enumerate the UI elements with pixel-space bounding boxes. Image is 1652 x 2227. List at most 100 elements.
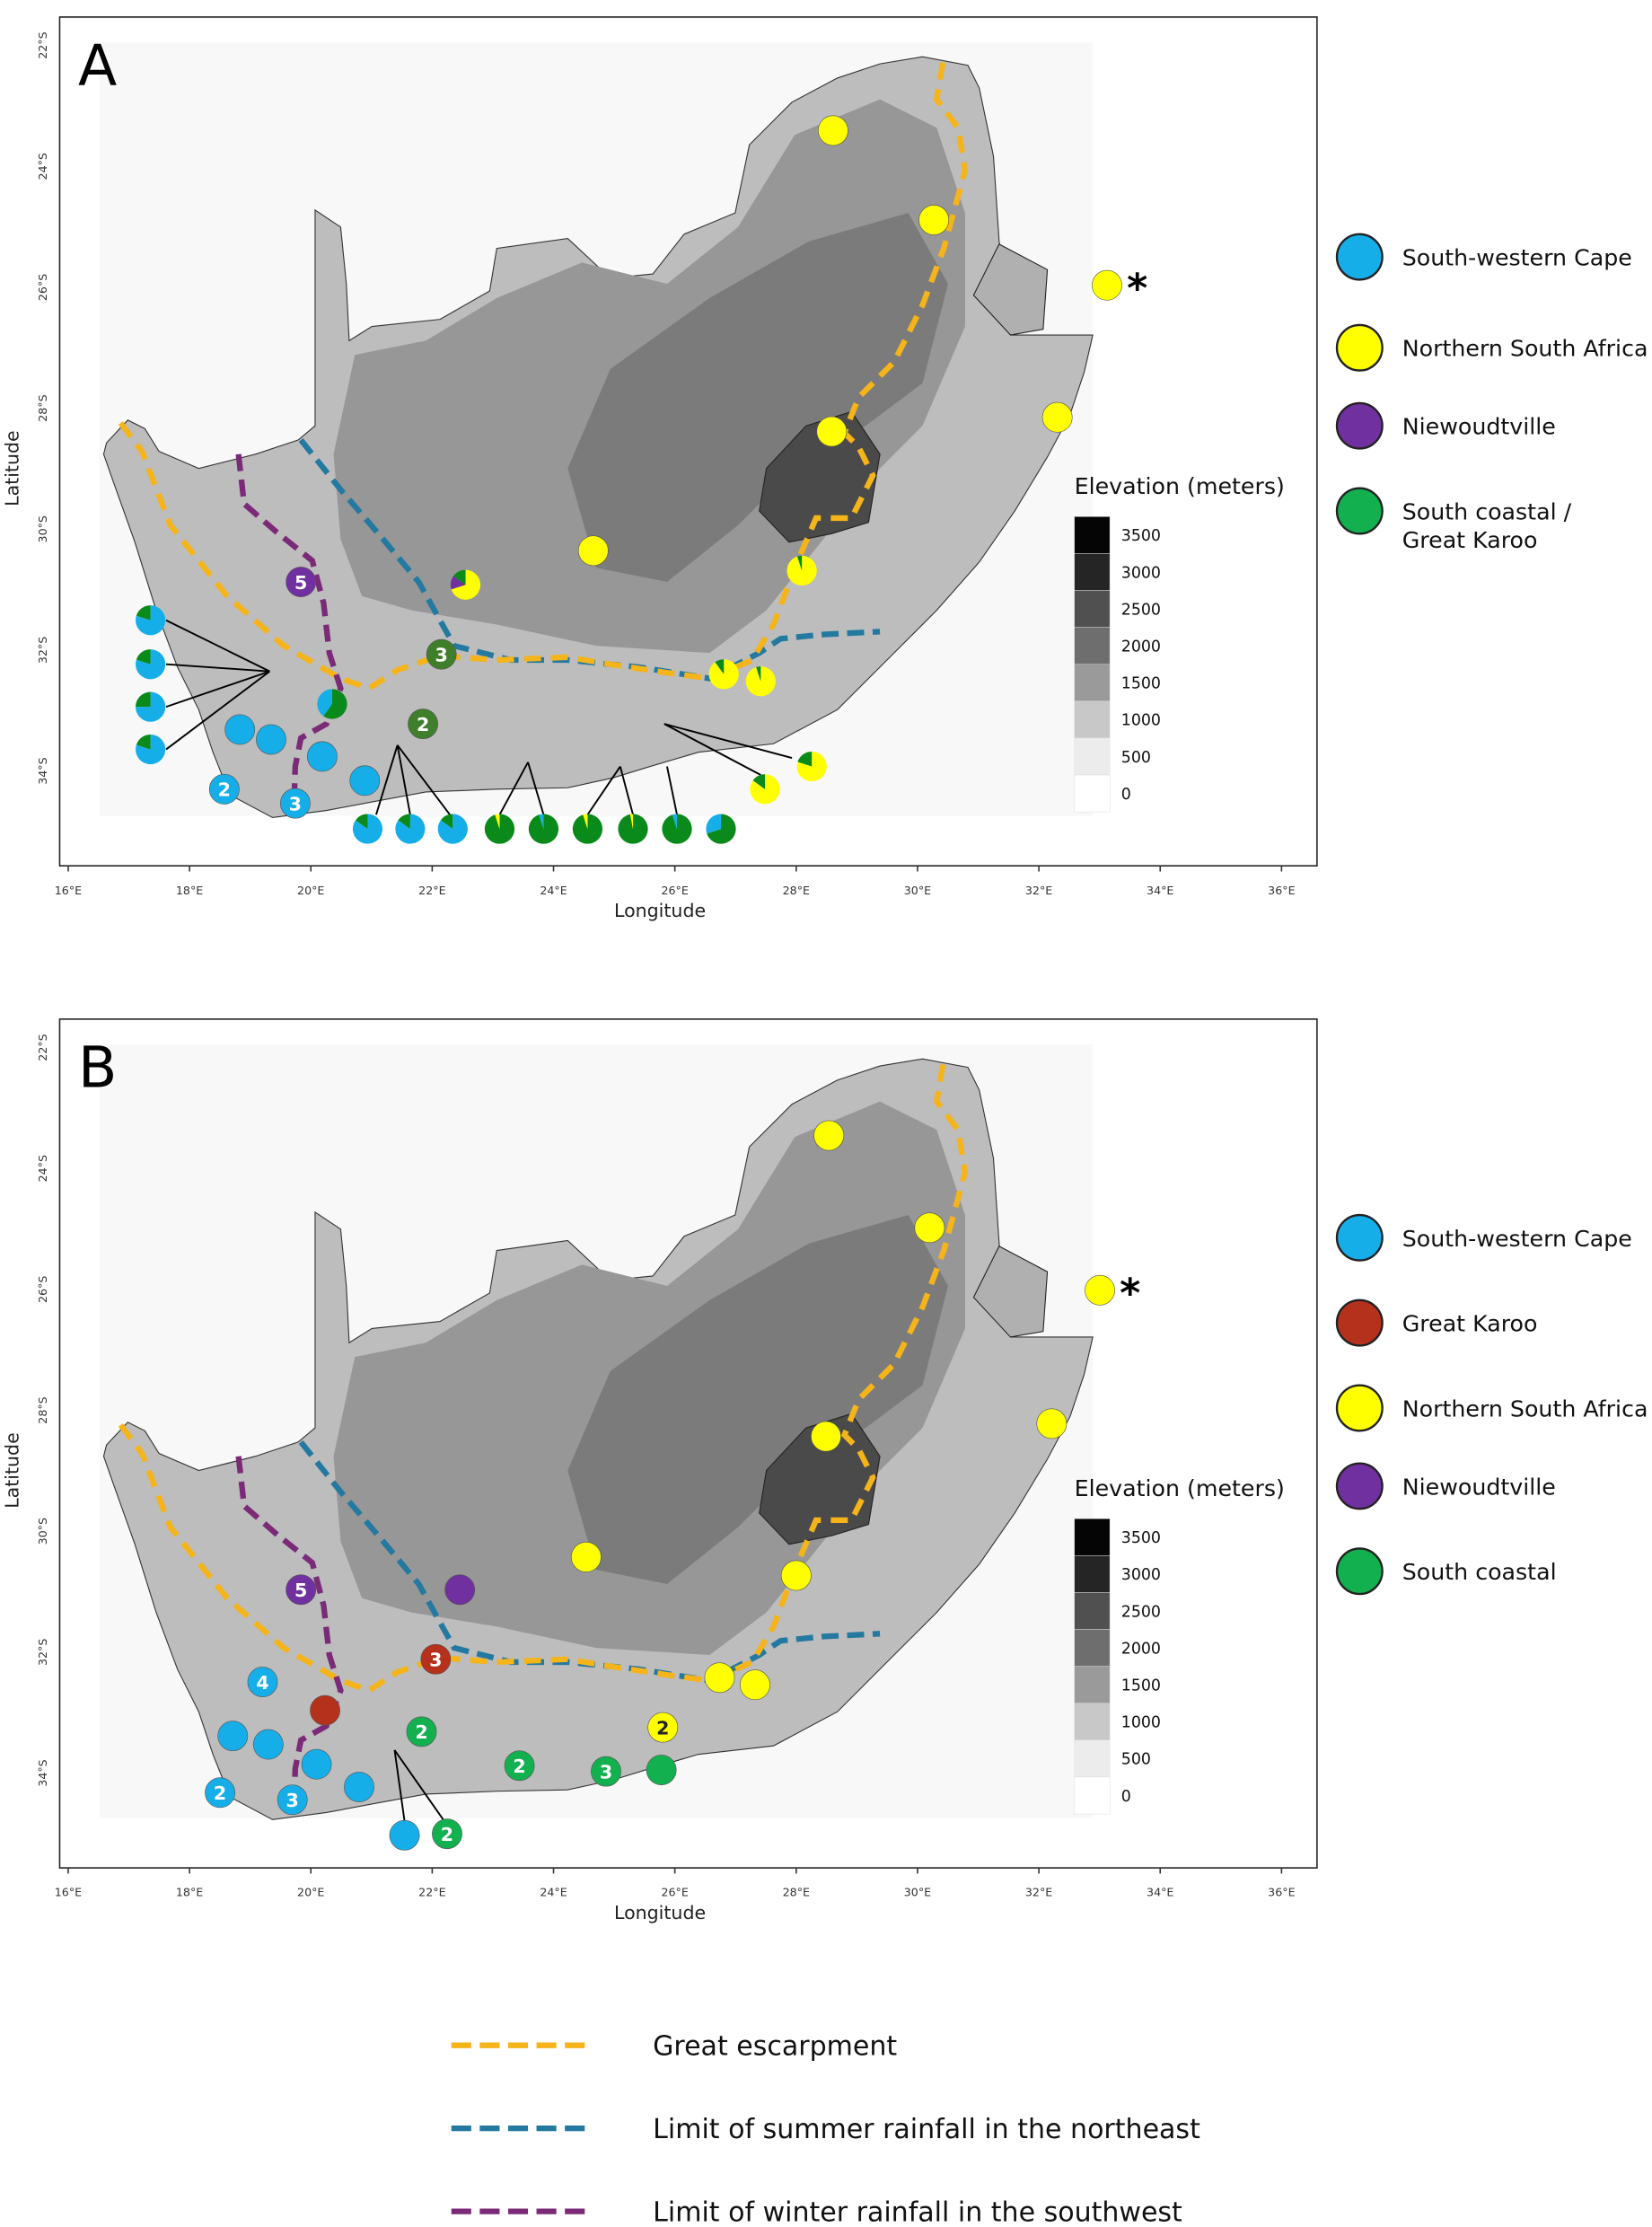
pie-site-marker — [745, 666, 776, 697]
legend-label: South-western Cape — [1402, 245, 1632, 271]
asterisk-marker: * — [1120, 1272, 1140, 1317]
pie-site-marker: 2 — [208, 773, 240, 805]
x-tick-label: 22°E — [418, 884, 445, 897]
site-circle — [286, 1574, 317, 1606]
legend-label: South coastal — [1402, 1559, 1557, 1585]
site-count-label: 2 — [218, 779, 231, 801]
elevation-swatch — [1074, 737, 1111, 776]
pie-site-marker — [704, 1662, 735, 1694]
pie-site-marker — [918, 205, 950, 235]
site-count-label: 2 — [513, 1756, 525, 1777]
pie-slice-swc — [539, 814, 544, 830]
pie-site-marker — [301, 1748, 332, 1780]
elevation-swatch — [1074, 1518, 1111, 1556]
pie-slice-sc — [797, 751, 813, 767]
pie-slice-niew — [450, 576, 466, 590]
site-circle — [349, 765, 381, 797]
elevation-swatch — [1074, 1776, 1111, 1815]
elevation-level-label: 2000 — [1121, 1640, 1161, 1658]
pie-slice-sc — [756, 666, 761, 682]
pie-slice-swc — [395, 814, 426, 844]
pie-slice-swc — [672, 814, 678, 830]
leader-line — [165, 619, 270, 673]
elevation-swatch — [1074, 700, 1111, 739]
pie-site-marker — [395, 814, 426, 844]
pie-site-marker — [796, 751, 827, 782]
pie-slice-swc — [437, 814, 468, 844]
x-axis-label: Longitude — [614, 900, 706, 921]
site-circle — [224, 714, 256, 745]
site-circle — [344, 1772, 374, 1802]
site-circle — [217, 1721, 249, 1752]
legend-swatch-nsa — [1335, 1384, 1384, 1432]
x-tick-label: 34°E — [1147, 884, 1173, 897]
x-tick-label: 16°E — [55, 884, 82, 897]
leader-line — [619, 766, 634, 815]
pie-site-marker — [389, 1819, 420, 1851]
x-tick-label: 18°E — [176, 1886, 203, 1899]
great-escarpment-line — [118, 56, 969, 692]
site-circle — [504, 1750, 535, 1782]
site-circle — [310, 1694, 340, 1726]
site-circle — [704, 1662, 735, 1694]
pie-site-marker: 3 — [420, 1643, 452, 1675]
x-tick-label: 24°E — [540, 1886, 567, 1899]
site-circle — [444, 1574, 476, 1606]
pie-site-marker — [786, 555, 817, 586]
pie-site-marker: 3 — [591, 1756, 621, 1787]
site-count-label: 5 — [294, 572, 307, 594]
pie-site-marker — [780, 1560, 812, 1591]
site-circle — [570, 1542, 602, 1572]
elevation-swatch — [1074, 664, 1111, 702]
site-count-label: 2 — [415, 1721, 427, 1743]
pie-site-marker — [352, 814, 383, 844]
x-tick-label: 20°E — [297, 884, 324, 897]
leader-line — [527, 761, 545, 815]
site-circle — [408, 709, 439, 740]
pie-slice-sc — [453, 569, 466, 585]
site-circle — [780, 1560, 812, 1591]
pie-site-marker — [572, 814, 603, 844]
pie-slice-swc — [317, 689, 332, 717]
site-circle — [813, 1120, 845, 1151]
elevation-level-label: 2000 — [1121, 638, 1161, 656]
pie-site-marker — [1036, 1408, 1068, 1439]
site-circle — [420, 1643, 452, 1675]
pie-slice-sc — [356, 814, 368, 830]
pie-site-marker — [1092, 269, 1122, 301]
elevation-level-label: 2500 — [1121, 1603, 1161, 1621]
line-legend-label: Limit of winter rainfall in the southwes… — [653, 2197, 1182, 2227]
pie-site-marker — [136, 649, 166, 680]
leader-line — [165, 663, 270, 673]
pie-site-marker — [750, 774, 780, 805]
x-tick-label: 18°E — [176, 884, 203, 897]
leader-line — [165, 670, 270, 751]
site-circle — [577, 535, 609, 567]
site-count-label: 2 — [441, 1824, 453, 1845]
y-axis-label: Latitude — [2, 1432, 23, 1509]
pie-site-marker: 3 — [279, 788, 311, 819]
elevation-legend-title: Elevation (meters) — [1075, 1475, 1285, 1501]
site-count-label: 3 — [435, 644, 448, 665]
site-circle — [277, 1784, 308, 1816]
elevation-level-label: 500 — [1121, 1751, 1151, 1769]
legend-label: South coastal / — [1402, 499, 1572, 525]
site-circle — [740, 1669, 770, 1701]
y-tick-label: 30°S — [36, 515, 49, 542]
elevation-legend-title: Elevation (meters) — [1075, 473, 1285, 499]
pie-site-marker — [740, 1669, 770, 1701]
x-tick-label: 16°E — [55, 1886, 82, 1899]
panel-b-map: 2 5 3 4 2 3 2 2 3 2 * B 16°E 18°E 20°E 22°E 24°E 26°E 28°E… — [2, 1018, 1648, 1923]
site-count-label: 3 — [289, 793, 302, 814]
x-tick-label: 36°E — [1268, 884, 1295, 897]
pie-slice-nsa — [583, 814, 588, 830]
site-circle — [817, 115, 848, 146]
pie-slice-sc — [136, 605, 151, 621]
y-tick-label: 26°S — [36, 274, 49, 301]
site-circle — [591, 1756, 621, 1787]
pie-slice-sc — [136, 734, 151, 750]
elevation-swatch — [1074, 1592, 1111, 1630]
elevation-swatch — [1074, 1739, 1111, 1778]
elevation-swatch — [1074, 1666, 1111, 1703]
pie-slice-sc — [136, 691, 151, 708]
